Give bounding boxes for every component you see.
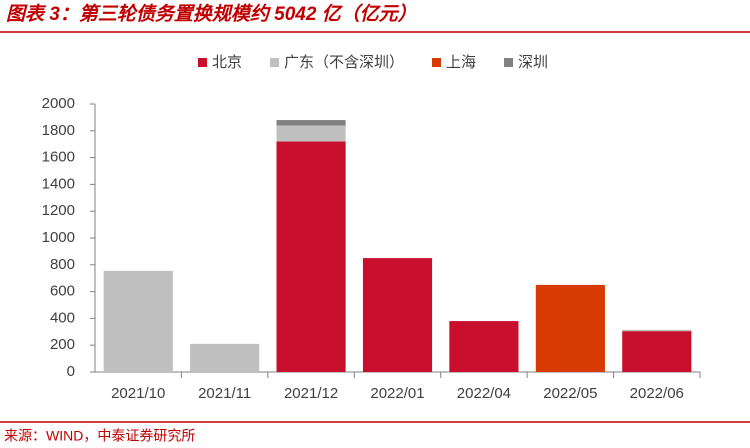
legend-swatch bbox=[270, 58, 280, 67]
legend-label: 北京 bbox=[212, 54, 242, 71]
bar-segment bbox=[449, 321, 519, 372]
y-tick-label: 2000 bbox=[42, 95, 75, 112]
chart-title: 图表 3：第三轮债务置换规模约 5042 亿（亿元） bbox=[6, 3, 417, 25]
bar-segment bbox=[276, 141, 346, 372]
y-tick-label: 1800 bbox=[42, 122, 75, 139]
x-tick-label: 2021/12 bbox=[284, 385, 338, 402]
legend-label: 上海 bbox=[446, 54, 476, 71]
x-tick-label: 2022/06 bbox=[630, 385, 684, 402]
legend-label: 深圳 bbox=[518, 54, 548, 71]
bar-segment bbox=[362, 258, 433, 372]
bar-segment bbox=[103, 270, 173, 372]
y-tick-label: 1200 bbox=[42, 202, 75, 219]
y-tick-label: 400 bbox=[50, 309, 75, 326]
legend-label: 广东（不含深圳） bbox=[284, 54, 404, 71]
bar-segment bbox=[276, 120, 346, 126]
x-tick-label: 2022/04 bbox=[457, 385, 511, 402]
x-tick-label: 2021/10 bbox=[111, 385, 165, 402]
x-tick-label: 2022/05 bbox=[543, 385, 597, 402]
x-tick-label: 2022/01 bbox=[370, 385, 424, 402]
y-tick-label: 1600 bbox=[42, 149, 75, 166]
bar-segment bbox=[622, 331, 692, 372]
bar-segment bbox=[535, 284, 605, 372]
y-tick-label: 200 bbox=[50, 336, 75, 353]
legend-swatch bbox=[504, 58, 514, 67]
y-tick-label: 1400 bbox=[42, 175, 75, 192]
y-tick-label: 1000 bbox=[42, 229, 75, 246]
bar-segment bbox=[622, 329, 692, 332]
y-tick-label: 600 bbox=[50, 283, 75, 300]
y-tick-label: 0 bbox=[67, 363, 75, 380]
x-tick-label: 2021/11 bbox=[198, 385, 251, 402]
source: 来源：WIND，中泰证券研究所 bbox=[4, 428, 195, 444]
bar-segment bbox=[190, 343, 260, 372]
legend-swatch bbox=[432, 58, 442, 67]
legend-swatch bbox=[198, 58, 207, 67]
bar-segment bbox=[276, 125, 346, 142]
y-tick-label: 800 bbox=[50, 256, 75, 273]
